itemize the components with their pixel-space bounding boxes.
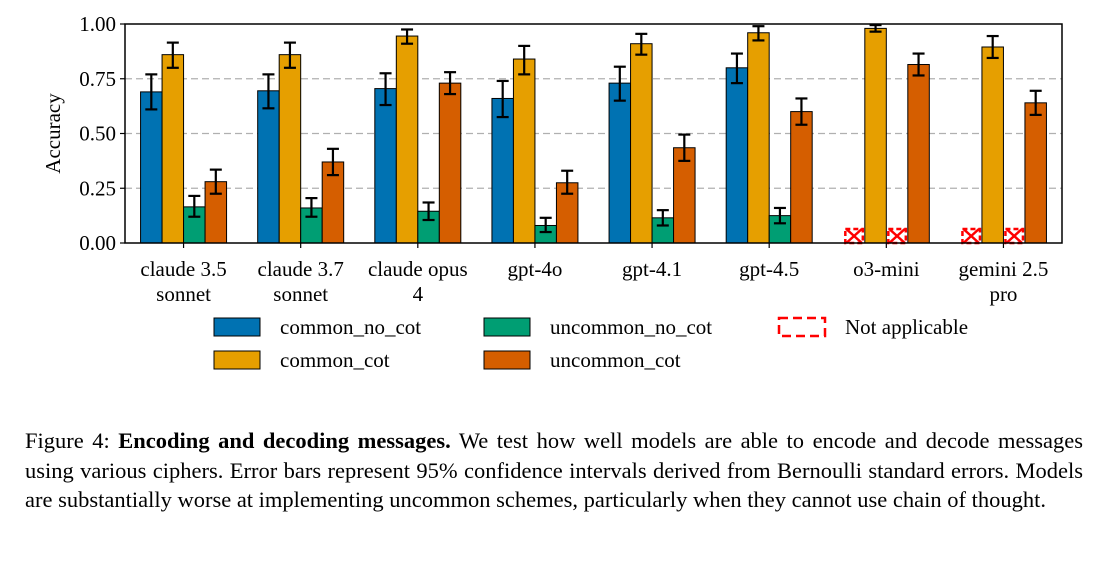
- x-tick-label: gemini 2.5: [959, 257, 1049, 281]
- bar-common_no_cot: [257, 90, 280, 244]
- bar-common_cot: [864, 27, 887, 244]
- caption-label: Figure 4:: [25, 428, 110, 453]
- na-marker-cross: [962, 228, 980, 244]
- legend-swatch-not-applicable: [777, 316, 827, 338]
- legend-label-uncommon_cot: uncommon_cot: [550, 348, 681, 372]
- bar-uncommon_cot: [790, 111, 813, 244]
- legend-swatch-common_cot: [213, 350, 261, 370]
- x-tick-label: claude 3.5: [140, 257, 226, 281]
- figure-caption: Figure 4: Encoding and decoding messages…: [25, 426, 1083, 515]
- bar-common_cot: [278, 54, 302, 244]
- na-marker-cross: [1005, 228, 1023, 244]
- x-tick-label: o3-mini: [853, 257, 920, 281]
- y-tick-label: 0.75: [79, 67, 116, 91]
- legend-label-common_no_cot: common_no_cot: [280, 315, 421, 339]
- x-tick-label: claude opus: [368, 257, 468, 281]
- bar-common_cot: [747, 32, 770, 244]
- y-tick-label: 0.25: [79, 176, 116, 200]
- bar-common_no_cot: [140, 91, 163, 244]
- x-tick-label: sonnet: [156, 282, 211, 306]
- legend-label-not-applicable: Not applicable: [845, 315, 968, 339]
- bar-common_cot: [630, 43, 653, 244]
- caption-title: Encoding and decoding messages.: [118, 428, 451, 453]
- bar-common_no_cot: [725, 67, 749, 244]
- x-tick-label: gpt-4.5: [739, 257, 799, 281]
- na-marker-cross: [845, 228, 863, 244]
- bar-common_cot: [161, 54, 185, 244]
- legend-label-uncommon_no_cot: uncommon_no_cot: [550, 315, 712, 339]
- caption-text: We test how well models are able to enco…: [25, 428, 1084, 512]
- y-axis-label: Accuracy: [41, 93, 65, 174]
- bar-common_no_cot: [491, 97, 514, 244]
- legend-swatch-common_no_cot: [213, 317, 261, 337]
- bar-common_no_cot: [374, 88, 397, 244]
- bar-common_no_cot: [608, 82, 632, 244]
- bar-common_cot: [512, 58, 536, 244]
- x-tick-label: pro: [989, 282, 1017, 306]
- x-tick-label: gpt-4.1: [622, 257, 682, 281]
- x-tick-label: gpt-4o: [508, 257, 563, 281]
- bar-uncommon_cot: [438, 82, 462, 244]
- legend-swatch-uncommon_no_cot: [483, 317, 531, 337]
- bar-uncommon_cot: [1024, 102, 1047, 244]
- legend-label-common_cot: common_cot: [280, 348, 390, 372]
- y-tick-label: 0.00: [79, 231, 116, 255]
- x-tick-label: sonnet: [273, 282, 328, 306]
- legend-swatch-uncommon_cot: [483, 350, 531, 370]
- na-marker-cross: [888, 228, 906, 244]
- bar-uncommon_cot: [907, 64, 930, 244]
- bar-common_cot: [981, 46, 1004, 244]
- bar-common_cot: [395, 35, 419, 244]
- x-tick-label: 4: [413, 282, 424, 306]
- x-tick-label: claude 3.7: [258, 257, 344, 281]
- y-tick-label: 1.00: [79, 12, 116, 36]
- bar-uncommon_cot: [673, 147, 696, 244]
- y-tick-label: 0.50: [79, 122, 116, 146]
